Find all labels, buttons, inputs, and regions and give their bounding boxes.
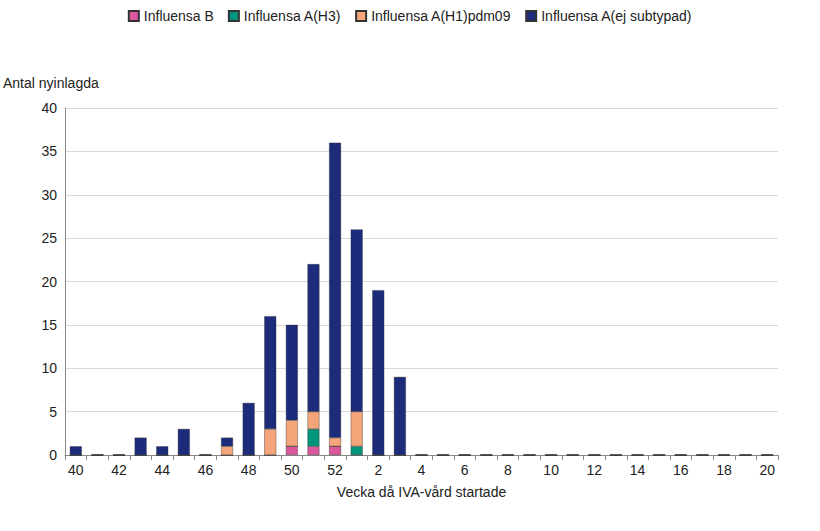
svg-text:42: 42 xyxy=(111,462,127,478)
svg-text:6: 6 xyxy=(461,462,469,478)
svg-text:Vecka då IVA-vård startade: Vecka då IVA-vård startade xyxy=(337,484,507,500)
svg-text:Influensa A(H1)pdm09: Influensa A(H1)pdm09 xyxy=(371,8,511,24)
svg-text:35: 35 xyxy=(41,143,57,159)
svg-text:20: 20 xyxy=(41,274,57,290)
svg-text:15: 15 xyxy=(41,317,57,333)
svg-text:0: 0 xyxy=(49,447,57,463)
svg-text:30: 30 xyxy=(41,187,57,203)
svg-text:Influensa B: Influensa B xyxy=(144,8,214,24)
svg-text:12: 12 xyxy=(587,462,603,478)
svg-text:18: 18 xyxy=(716,462,732,478)
svg-text:10: 10 xyxy=(543,462,559,478)
svg-text:8: 8 xyxy=(504,462,512,478)
svg-text:40: 40 xyxy=(41,100,57,116)
svg-text:20: 20 xyxy=(759,462,775,478)
svg-text:44: 44 xyxy=(154,462,170,478)
svg-text:14: 14 xyxy=(630,462,646,478)
svg-text:10: 10 xyxy=(41,360,57,376)
svg-text:50: 50 xyxy=(284,462,300,478)
svg-text:2: 2 xyxy=(374,462,382,478)
svg-text:Influensa A(ej subtypad): Influensa A(ej subtypad) xyxy=(541,8,691,24)
svg-text:46: 46 xyxy=(198,462,214,478)
svg-text:Influensa A(H3): Influensa A(H3) xyxy=(244,8,341,24)
svg-text:Antal nyinlagda: Antal nyinlagda xyxy=(3,75,99,91)
svg-text:40: 40 xyxy=(68,462,84,478)
svg-text:48: 48 xyxy=(241,462,257,478)
svg-text:25: 25 xyxy=(41,230,57,246)
svg-text:5: 5 xyxy=(49,404,57,420)
svg-text:16: 16 xyxy=(673,462,689,478)
svg-text:4: 4 xyxy=(418,462,426,478)
svg-text:52: 52 xyxy=(327,462,343,478)
